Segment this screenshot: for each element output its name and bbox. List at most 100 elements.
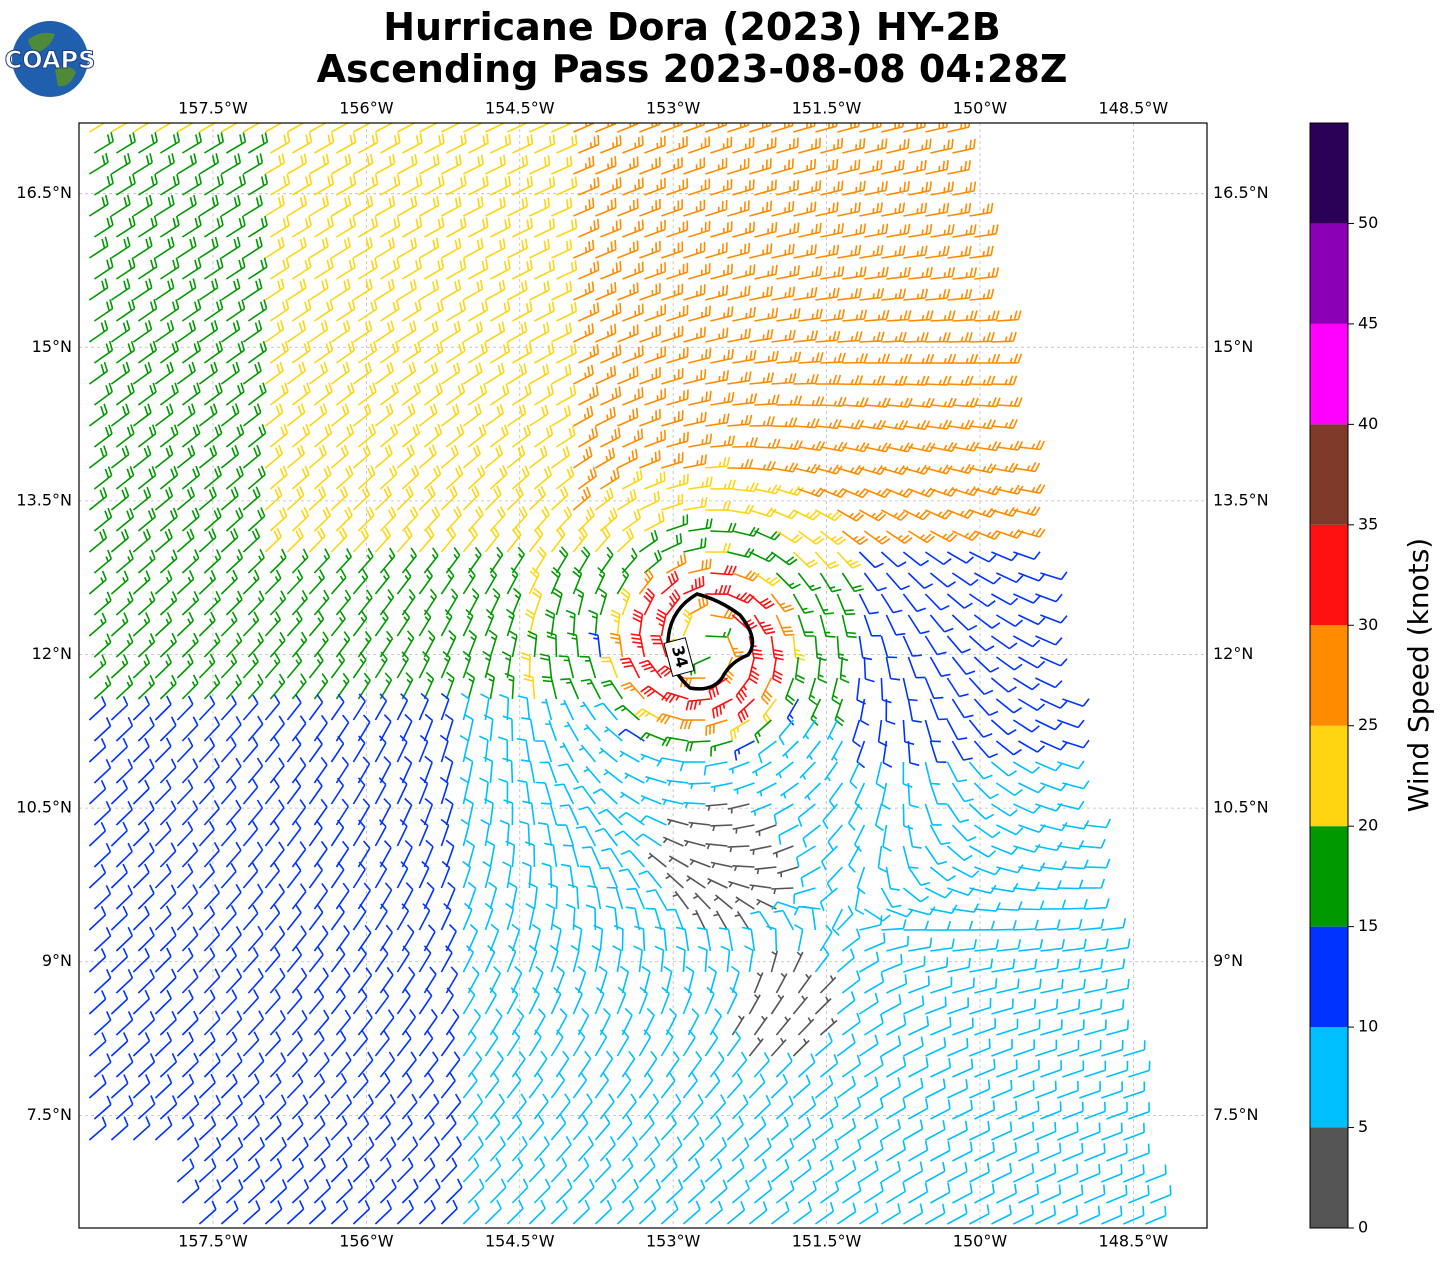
wind-barb: [445, 465, 464, 490]
wind-barb: [930, 976, 953, 994]
wind-barb: [852, 719, 861, 748]
y-tick-label: 15°N: [32, 337, 72, 356]
wind-barb: [242, 486, 261, 511]
wind-barb: [748, 1201, 768, 1225]
wind-barb: [682, 986, 693, 1015]
wind-barb: [572, 1029, 586, 1057]
wind-barb: [132, 403, 152, 427]
wind-barb: [837, 509, 865, 522]
wind-barb: [159, 465, 179, 490]
wind-barb: [903, 202, 928, 217]
wind-barb: [286, 527, 304, 553]
wind-barb: [220, 736, 237, 763]
wind-barb: [925, 1037, 947, 1057]
wind-barb: [462, 1072, 478, 1099]
wind-barb: [550, 566, 561, 595]
wind-barb: [1084, 858, 1111, 869]
wind-barb: [908, 937, 933, 952]
wind-barb: [203, 424, 223, 448]
wind-barb: [467, 923, 479, 952]
wind-barb: [88, 738, 107, 763]
wind-barb: [468, 175, 489, 196]
wind-barb: [594, 1157, 612, 1183]
wind-barb: [859, 375, 886, 386]
wind-barb: [727, 414, 753, 427]
wind-barb: [291, 216, 312, 238]
wind-barb: [154, 320, 175, 343]
wind-barb: [616, 1029, 630, 1057]
wind-barb: [88, 654, 107, 679]
wind-barb: [754, 719, 772, 744]
wind-barb: [115, 1011, 134, 1036]
wind-barb: [885, 866, 900, 891]
wind-barb: [775, 1095, 794, 1120]
wind-barb: [595, 323, 617, 343]
wind-barb: [423, 1051, 439, 1078]
wind-barb: [402, 133, 423, 154]
wind-barb: [132, 1116, 151, 1141]
wind-barb: [594, 986, 605, 1015]
wind-barb: [159, 132, 181, 154]
wind-barb: [308, 862, 323, 889]
wind-barb: [644, 346, 666, 364]
wind-barb: [396, 403, 416, 427]
wind-barb: [203, 132, 225, 154]
wind-barb: [445, 1051, 461, 1078]
wind-barb: [930, 1016, 952, 1036]
wind-barb: [863, 908, 891, 922]
wind-barb: [1040, 1184, 1062, 1204]
wind-barb: [969, 331, 995, 343]
wind-barb: [885, 572, 910, 591]
wind-barb: [115, 257, 136, 280]
wind-barb: [705, 370, 729, 385]
wind-barb: [617, 366, 639, 385]
wind-barb: [115, 299, 136, 322]
wind-barb: [555, 1050, 570, 1078]
wind-barb: [750, 803, 772, 816]
wind-barb: [881, 331, 907, 343]
wind-barb: [511, 383, 532, 406]
wind-barb: [639, 815, 667, 826]
wind-barb: [687, 1136, 705, 1162]
wind-barb: [352, 693, 366, 721]
wind-barb: [996, 572, 1024, 584]
wind-barb: [952, 1099, 973, 1120]
wind-barb: [665, 1179, 684, 1204]
wind-barb: [445, 839, 455, 868]
wind-barb: [374, 988, 390, 1015]
wind-barb: [203, 758, 220, 784]
wind-barb: [269, 673, 286, 700]
wind-barb: [775, 1137, 795, 1162]
y-tick-label: 13.5°N: [1213, 490, 1269, 509]
wind-barb: [969, 245, 994, 259]
wind-barb: [617, 407, 639, 427]
wind-barb: [379, 1009, 395, 1036]
wind-barb: [485, 196, 506, 217]
wind-barb: [418, 818, 429, 847]
wind-barb: [618, 868, 641, 889]
y-tick-label: 13.5°N: [16, 490, 72, 509]
wind-barb: [506, 445, 526, 469]
wind-barb: [689, 656, 711, 676]
wind-barb: [577, 1178, 595, 1204]
wind-barb: [506, 1157, 524, 1183]
wind-barb: [877, 845, 888, 873]
wind-barb: [380, 216, 401, 238]
wind-barb: [814, 946, 830, 973]
wind-barb: [401, 382, 421, 406]
wind-barb: [886, 397, 913, 408]
wind-barb: [908, 1098, 929, 1120]
wind-barb: [1062, 698, 1090, 708]
wind-barb: [440, 1114, 457, 1141]
wind-barb: [660, 1029, 674, 1057]
wind-barb: [545, 903, 556, 931]
wind-barb: [858, 551, 884, 569]
wind-barb: [880, 1161, 901, 1183]
wind-barb: [930, 267, 956, 280]
wind-barb: [794, 656, 805, 684]
wind-barb: [771, 201, 795, 217]
wind-barb: [946, 677, 969, 698]
wind-barb: [330, 988, 346, 1015]
wind-barb: [401, 1051, 417, 1078]
wind-barb: [555, 1178, 573, 1204]
